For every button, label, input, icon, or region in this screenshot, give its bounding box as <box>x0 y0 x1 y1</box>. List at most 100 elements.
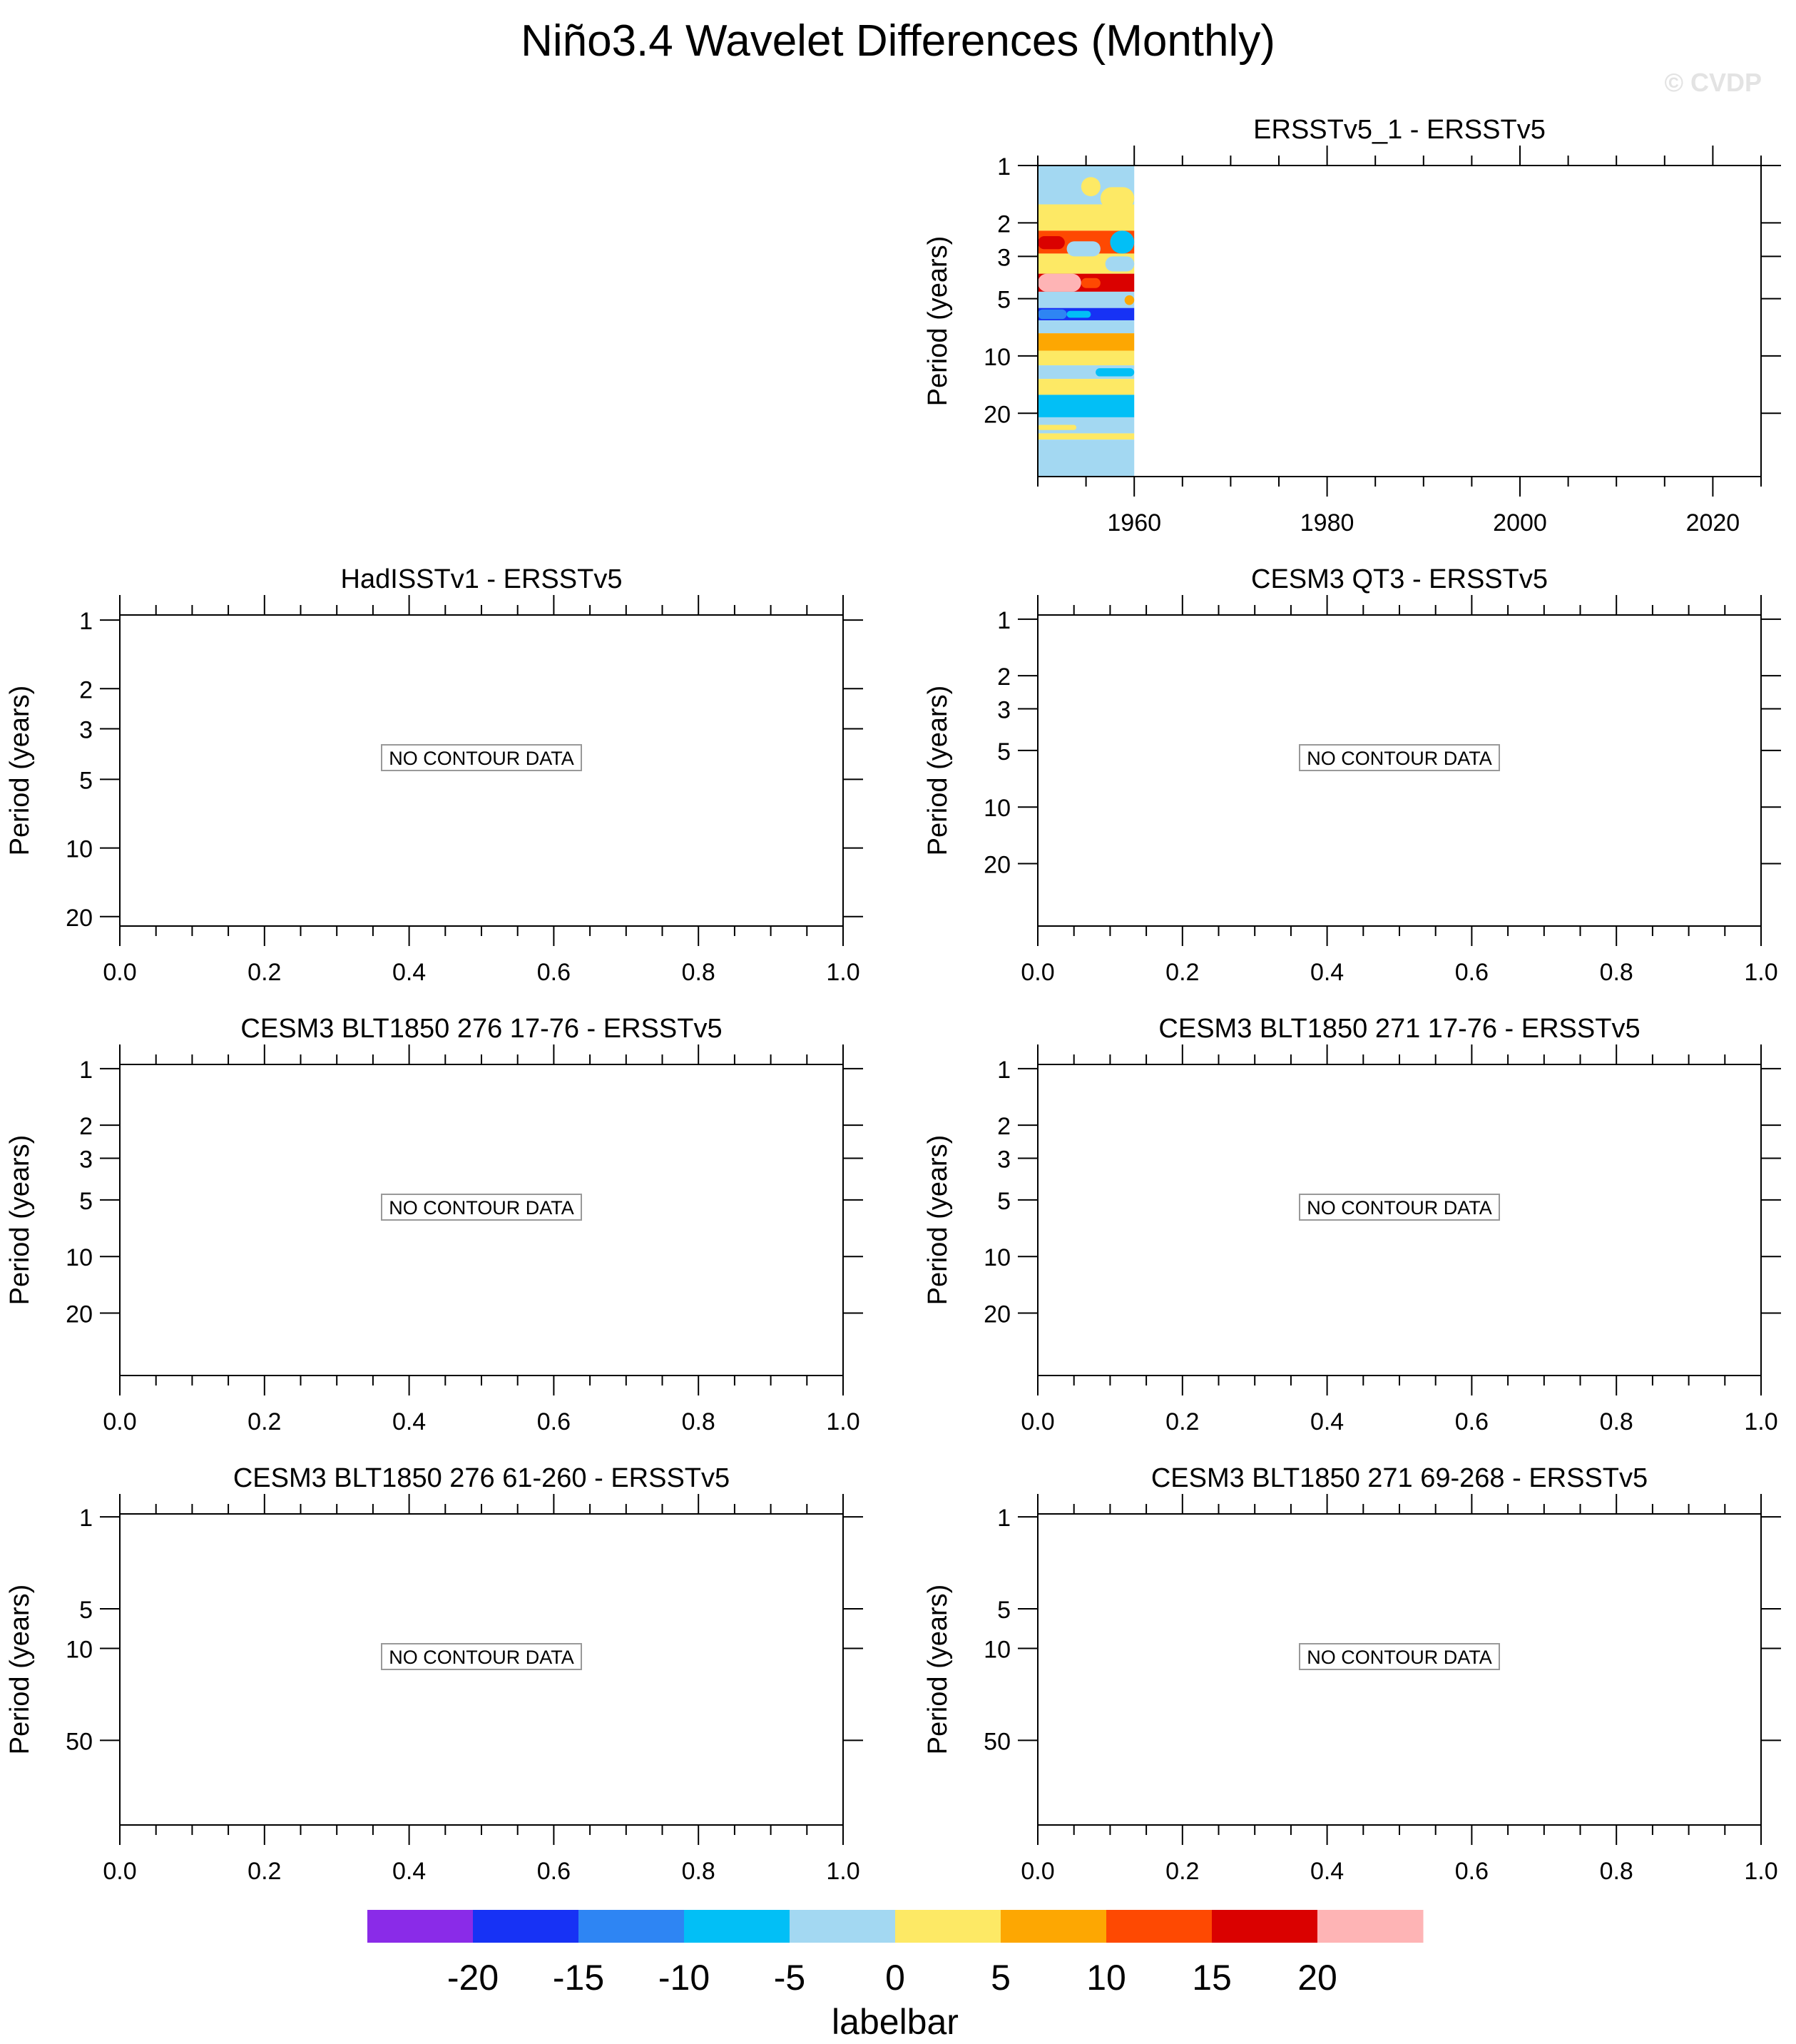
x-tick-label: 0.2 <box>1165 1858 1199 1885</box>
y-tick-label: 2 <box>79 676 93 703</box>
heat-blob <box>1038 236 1065 250</box>
y-tick-label: 10 <box>66 1244 93 1271</box>
heat-band <box>1038 395 1135 417</box>
y-axis-label: Period (years) <box>5 1135 35 1306</box>
heat-blob <box>1066 241 1101 257</box>
labelbar-swatch <box>367 1910 474 1943</box>
panel-title: CESM3 BLT1850 276 61-260 - ERSSTv5 <box>233 1463 730 1493</box>
x-tick-label: 0.2 <box>1165 1408 1199 1435</box>
heat-band <box>1038 291 1135 308</box>
x-tick-label: 0.8 <box>682 959 715 986</box>
panel-title: ERSSTv5_1 - ERSSTv5 <box>1253 115 1546 145</box>
heat-blob <box>1100 187 1135 210</box>
labelbar-level: 15 <box>1192 1958 1232 1998</box>
x-tick-label: 0.6 <box>537 1408 571 1435</box>
y-tick-label: 5 <box>997 287 1011 314</box>
labelbar-level: -20 <box>447 1958 499 1998</box>
no-data-box <box>381 1194 582 1221</box>
x-tick-label: 1.0 <box>826 959 859 986</box>
x-tick-label: 0.8 <box>682 1408 715 1435</box>
labelbar-swatch <box>473 1910 579 1943</box>
y-tick-label: 10 <box>984 1244 1011 1271</box>
x-tick-label: 0.0 <box>1021 1408 1054 1435</box>
heat-blob <box>1081 177 1101 197</box>
x-tick-label: 0.6 <box>1455 1858 1489 1885</box>
x-tick-label: 1.0 <box>826 1858 859 1885</box>
x-tick-label: 0.4 <box>392 1858 426 1885</box>
heat-blob <box>1096 368 1135 377</box>
x-tick-label: 0.0 <box>103 959 136 986</box>
panel-2: HadISSTv1 - ERSSTv5 Period (years) 1 2 3 5 10 2… <box>5 564 863 986</box>
x-tick-label: 0.4 <box>1310 1408 1344 1435</box>
heat-band <box>1038 379 1135 395</box>
x-tick-label: 0.6 <box>1455 959 1489 986</box>
y-tick-label: 10 <box>984 795 1011 822</box>
y-tick-label: 50 <box>66 1728 93 1755</box>
y-axis-label: Period (years) <box>5 686 35 856</box>
no-data-message: NO CONTOUR DATA <box>1307 748 1492 769</box>
y-axis-label: Period (years) <box>923 1585 953 1755</box>
x-tick-label: 0.2 <box>248 1408 281 1435</box>
no-data-message: NO CONTOUR DATA <box>389 1197 574 1219</box>
heat-band <box>1038 333 1135 351</box>
labelbar-level: -5 <box>774 1958 805 1998</box>
y-tick-label: 5 <box>79 1597 93 1624</box>
x-tick-label: 0.4 <box>1310 959 1344 986</box>
y-axis-label: Period (years) <box>5 1585 35 1755</box>
x-tick-label: 1980 <box>1300 509 1354 537</box>
y-tick-label: 10 <box>984 1636 1011 1663</box>
y-tick-label: 20 <box>984 851 1011 878</box>
panels: ERSSTv5_1 - ERSSTv5 Period (years) 1 2 3 5 10 2… <box>5 115 1781 1885</box>
labelbar-swatch <box>895 1910 1001 1943</box>
y-tick-label: 50 <box>984 1728 1011 1755</box>
y-tick-label: 1 <box>997 1505 1011 1532</box>
panel-title: HadISSTv1 - ERSSTv5 <box>341 564 623 594</box>
x-tick-label: 0.8 <box>1600 959 1633 986</box>
x-tick-label: 0.6 <box>537 959 571 986</box>
heat-blob <box>1066 310 1091 318</box>
y-tick-label: 20 <box>984 1301 1011 1328</box>
x-tick-label: 0.8 <box>682 1858 715 1885</box>
x-tick-label: 0.0 <box>103 1858 136 1885</box>
x-tick-label: 0.2 <box>248 1858 281 1885</box>
heat-blob <box>1110 230 1135 254</box>
y-tick-label: 3 <box>997 697 1011 724</box>
heat-band <box>1038 350 1135 366</box>
heat-band <box>1038 433 1135 440</box>
y-tick-label: 10 <box>66 1636 93 1663</box>
y-tick-label: 3 <box>79 1146 93 1174</box>
no-data-box <box>381 744 582 771</box>
labelbar-title: labelbar <box>832 2002 959 2042</box>
y-tick-label: 1 <box>997 153 1011 180</box>
plot-frame <box>1037 165 1762 477</box>
y-tick-label: 1 <box>997 607 1011 634</box>
labelbar-swatch <box>684 1910 790 1943</box>
no-data-box <box>1299 1643 1500 1670</box>
y-tick-label: 10 <box>984 344 1011 371</box>
x-tick-label: 0.4 <box>1310 1858 1344 1885</box>
x-tick-label: 0.6 <box>1455 1408 1489 1435</box>
x-tick-label: 1.0 <box>826 1408 859 1435</box>
y-tick-label: 3 <box>997 244 1011 271</box>
panel-title: CESM3 BLT1850 271 17-76 - ERSSTv5 <box>1158 1014 1640 1044</box>
panel-7: CESM3 BLT1850 271 69-268 - ERSSTv5 Period… <box>923 1463 1781 1885</box>
x-tick-label: 0.4 <box>392 1408 426 1435</box>
labelbar-swatch <box>1001 1910 1107 1943</box>
heat-blob <box>1038 424 1077 430</box>
y-tick-label: 5 <box>79 1188 93 1215</box>
x-tick-label: 0.4 <box>392 959 426 986</box>
y-tick-label: 2 <box>997 1113 1011 1140</box>
y-tick-label: 2 <box>79 1113 93 1140</box>
y-tick-label: 20 <box>66 1301 93 1328</box>
no-data-box <box>1299 1194 1500 1221</box>
y-tick-label: 5 <box>997 1597 1011 1624</box>
figure-title: Niño3.4 Wavelet Differences (Monthly) <box>521 16 1275 66</box>
x-tick-label: 0.0 <box>1021 1858 1054 1885</box>
panel-title: CESM3 BLT1850 271 69-268 - ERSSTv5 <box>1151 1463 1648 1493</box>
no-data-message: NO CONTOUR DATA <box>389 1647 574 1668</box>
x-tick-label: 0.8 <box>1600 1408 1633 1435</box>
panel-3: CESM3 QT3 - ERSSTv5 Period (years) 1 2 3 5 10 2… <box>923 564 1781 986</box>
y-axis-label: Period (years) <box>923 1135 953 1306</box>
panel-title: CESM3 QT3 - ERSSTv5 <box>1251 564 1548 594</box>
